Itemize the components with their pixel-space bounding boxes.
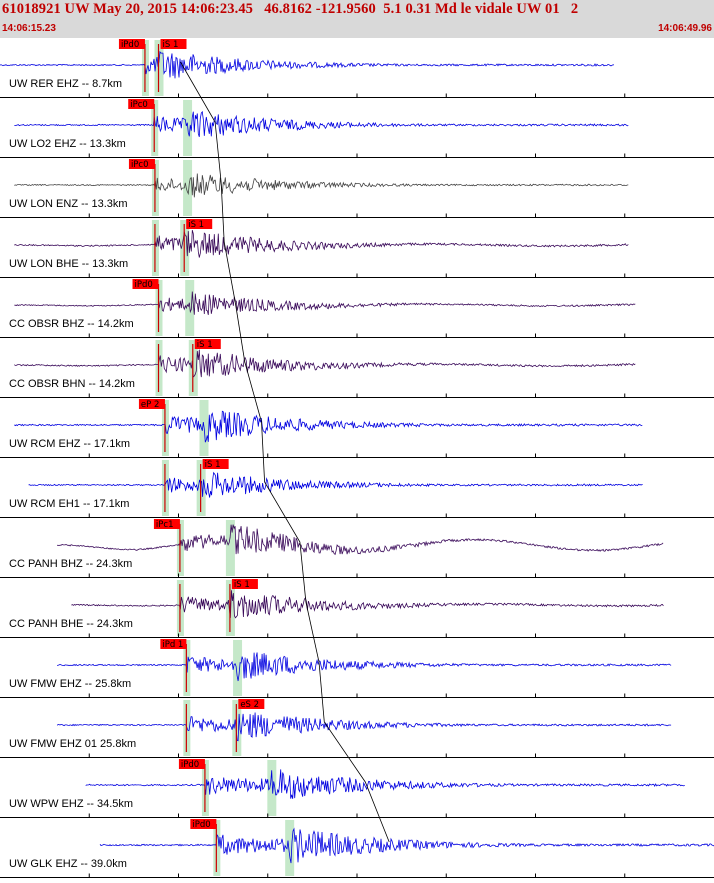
channel-label: CC OBSR BHN -- 14.2km [9, 378, 135, 390]
channel-label: UW RCM EHZ -- 17.1km [9, 438, 130, 450]
seismogram-panel[interactable]: iPd0 iS 1 iPc0 iPc0 iS 1 iPd0 iS 1 eP 2 iS 1 iPc1… [0, 38, 714, 878]
p-pick-label-box [128, 159, 155, 169]
s-window-band [183, 160, 193, 216]
s-pick-label: iS 1 [188, 220, 204, 230]
s-pick-label: iS 1 [205, 460, 221, 470]
seismic-trace [56, 652, 672, 682]
p-pick-label: iPc1 [156, 520, 174, 530]
seismic-trace [56, 712, 672, 742]
p-pick-label: iPd0 [181, 760, 199, 770]
seismic-trace [14, 349, 636, 378]
p-pick-label-box [138, 399, 165, 409]
event-title: 61018921 UW May 20, 2015 14:06:23.45 46.… [2, 1, 579, 17]
time-end: 14:06:49.96 [658, 23, 712, 34]
seismic-trace [14, 229, 629, 258]
time-start: 14:06:15.23 [2, 23, 56, 34]
channel-label: CC OBSR BHZ -- 14.2km [9, 318, 134, 330]
p-pick-label-box [128, 99, 155, 109]
channel-label: UW LO2 EHZ -- 13.3km [9, 138, 126, 150]
s-window-band [267, 760, 277, 816]
s-pick-label: iS 1 [197, 340, 213, 350]
p-pick-label-box [118, 39, 145, 49]
p-pick-label-box [190, 819, 217, 829]
p-pick-label-box [153, 519, 180, 529]
s-window-band [285, 820, 295, 876]
seismogram-canvas[interactable]: iPd0 iS 1 iPc0 iPc0 iS 1 iPd0 iS 1 eP 2 iS 1 iPc1… [0, 38, 714, 878]
s-window-band [225, 520, 235, 576]
channel-label: UW FMW EHZ 01 25.8km [9, 738, 137, 750]
s-pick-label-box [194, 339, 221, 349]
p-pick-label-box [132, 279, 159, 289]
seismic-trace [14, 110, 629, 138]
channel-label: UW LON BHE -- 13.3km [9, 258, 129, 270]
channel-label: UW FMW EHZ -- 25.8km [9, 678, 132, 690]
s-pick-label: eS 2 [240, 700, 259, 710]
channel-label: CC PANH BHZ -- 24.3km [9, 558, 133, 570]
channel-label: UW RCM EH1 -- 17.1km [9, 498, 130, 510]
p-pick-label: iPc0 [131, 160, 149, 170]
channel-label: CC PANH BHE -- 24.3km [9, 618, 133, 630]
s-pick-label-box [202, 459, 229, 469]
travel-time-curve [180, 61, 390, 843]
s-pick-label-box [231, 579, 258, 589]
channel-label: UW WPW EHZ -- 34.5km [9, 798, 134, 810]
seismic-trace [14, 173, 629, 198]
seismic-trace [71, 590, 664, 619]
p-pick-label: eP 2 [141, 400, 159, 410]
p-pick-label-box [178, 759, 205, 769]
seismic-trace [14, 410, 643, 443]
seismic-trace [85, 769, 685, 799]
seismic-trace [14, 291, 636, 315]
channel-label: UW RER EHZ -- 8.7km [9, 78, 123, 90]
header-bar: 61018921 UW May 20, 2015 14:06:23.45 46.… [0, 0, 714, 38]
p-pick-label: iPd0 [192, 820, 210, 830]
p-pick-label: iPd0 [135, 280, 153, 290]
seismic-trace [28, 471, 643, 498]
seismic-trace [99, 827, 714, 864]
s-window-band [233, 640, 243, 696]
channel-label: UW GLK EHZ -- 39.0km [9, 858, 127, 870]
channel-label: UW LON ENZ -- 13.3km [9, 198, 128, 210]
p-pick-label: iPd 1 [162, 640, 183, 650]
p-pick-label: iPd0 [121, 40, 139, 50]
s-pick-label-box [238, 699, 265, 709]
seismic-trace [57, 524, 664, 556]
s-pick-label: iS 1 [234, 580, 250, 590]
s-pick-label-box [186, 219, 213, 229]
s-pick-label: iS 1 [163, 40, 179, 50]
p-pick-label: iPc0 [130, 100, 148, 110]
s-pick-label-box [160, 39, 187, 49]
seismic-trace [0, 50, 615, 79]
p-pick-label-box [160, 639, 187, 649]
